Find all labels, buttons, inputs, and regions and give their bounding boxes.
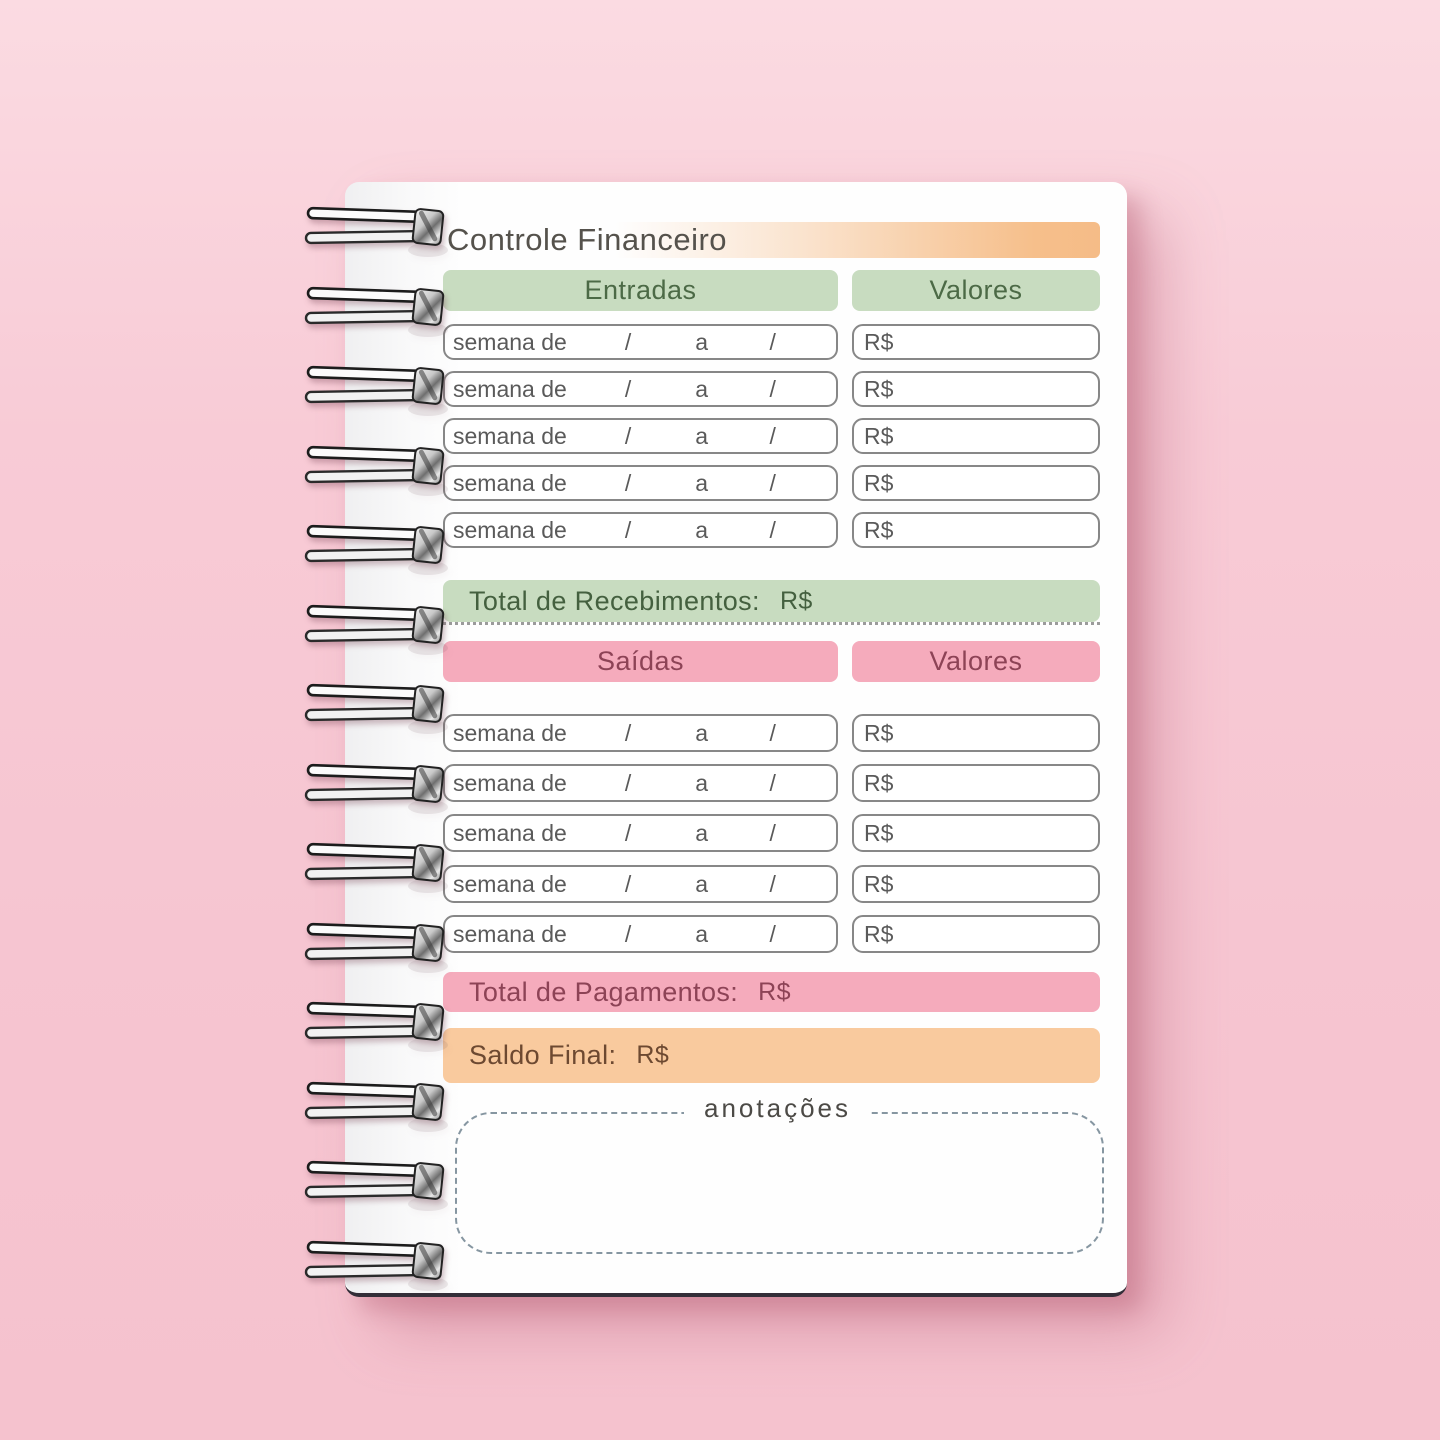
date-to: a bbox=[695, 870, 709, 897]
date-slash: / bbox=[624, 769, 632, 796]
date-slash: / bbox=[624, 870, 632, 897]
expense-amount-field[interactable]: R$ bbox=[852, 714, 1100, 752]
income-week-field[interactable]: semana de / a / bbox=[443, 324, 838, 360]
week-label: semana de bbox=[453, 516, 567, 543]
expense-total-bar: Total de Pagamentos: R$ bbox=[443, 972, 1100, 1012]
date-to: a bbox=[695, 422, 709, 449]
date-slash: / bbox=[769, 819, 776, 846]
expense-week-field[interactable]: semana de / a / bbox=[443, 814, 838, 852]
week-label: semana de bbox=[453, 719, 567, 746]
date-slash: / bbox=[624, 516, 632, 543]
date-slash: / bbox=[624, 469, 632, 496]
currency-prefix: R$ bbox=[636, 1041, 670, 1069]
final-balance-label: Saldo Final: bbox=[469, 1040, 617, 1070]
date-slash: / bbox=[769, 516, 776, 543]
income-week-field[interactable]: semana de / a / bbox=[443, 418, 838, 454]
expense-amount-field[interactable]: R$ bbox=[852, 865, 1100, 903]
currency-prefix: R$ bbox=[864, 422, 894, 449]
week-label: semana de bbox=[453, 870, 567, 897]
week-label: semana de bbox=[453, 769, 567, 796]
date-slash: / bbox=[624, 920, 632, 947]
income-total-label: Total de Recebimentos: bbox=[469, 585, 760, 616]
week-label: semana de bbox=[453, 920, 567, 947]
expense-week-field[interactable]: semana de / a / bbox=[443, 764, 838, 802]
notebook-page: Controle Financeiro Entradas Valores sem… bbox=[345, 182, 1127, 1297]
final-balance-bar: Saldo Final: R$ bbox=[443, 1028, 1100, 1083]
expense-total-label: Total de Pagamentos: bbox=[469, 976, 739, 1007]
date-slash: / bbox=[769, 769, 776, 796]
week-label: semana de bbox=[453, 375, 567, 402]
section-divider bbox=[443, 622, 1100, 625]
date-to: a bbox=[695, 375, 709, 402]
income-amount-field[interactable]: R$ bbox=[852, 371, 1100, 407]
income-amount-field[interactable]: R$ bbox=[852, 418, 1100, 454]
currency-prefix: R$ bbox=[864, 328, 894, 355]
income-amount-field[interactable]: R$ bbox=[852, 465, 1100, 501]
expense-values-header: Valores bbox=[852, 641, 1100, 682]
currency-prefix: R$ bbox=[864, 819, 894, 846]
date-slash: / bbox=[769, 328, 776, 355]
week-label: semana de bbox=[453, 819, 567, 846]
week-label: semana de bbox=[453, 328, 567, 355]
date-to: a bbox=[695, 328, 709, 355]
expense-week-field[interactable]: semana de / a / bbox=[443, 865, 838, 903]
currency-prefix: R$ bbox=[864, 719, 894, 746]
currency-prefix: R$ bbox=[864, 769, 894, 796]
income-header: Entradas bbox=[443, 270, 838, 311]
week-label: semana de bbox=[453, 422, 567, 449]
date-slash: / bbox=[769, 719, 776, 746]
week-label: semana de bbox=[453, 469, 567, 496]
date-to: a bbox=[695, 920, 709, 947]
expense-amount-field[interactable]: R$ bbox=[852, 764, 1100, 802]
date-to: a bbox=[695, 819, 709, 846]
expense-amount-field[interactable]: R$ bbox=[852, 814, 1100, 852]
expense-week-field[interactable]: semana de / a / bbox=[443, 714, 838, 752]
expense-amount-field[interactable]: R$ bbox=[852, 915, 1100, 953]
page-title: Controle Financeiro bbox=[447, 222, 728, 257]
income-week-field[interactable]: semana de / a / bbox=[443, 465, 838, 501]
title-bar: Controle Financeiro bbox=[443, 222, 1100, 258]
date-slash: / bbox=[624, 819, 632, 846]
date-to: a bbox=[695, 769, 709, 796]
income-total-bar: Total de Recebimentos: R$ bbox=[443, 580, 1100, 622]
date-slash: / bbox=[769, 469, 776, 496]
date-slash: / bbox=[769, 870, 776, 897]
date-slash: / bbox=[769, 422, 776, 449]
date-to: a bbox=[695, 719, 709, 746]
currency-prefix: R$ bbox=[779, 586, 813, 615]
currency-prefix: R$ bbox=[864, 870, 894, 897]
currency-prefix: R$ bbox=[864, 469, 894, 496]
date-slash: / bbox=[624, 422, 632, 449]
notes-box[interactable] bbox=[455, 1112, 1104, 1254]
income-week-field[interactable]: semana de / a / bbox=[443, 512, 838, 548]
income-values-header: Valores bbox=[852, 270, 1100, 311]
currency-prefix: R$ bbox=[864, 375, 894, 402]
date-to: a bbox=[695, 469, 709, 496]
expense-week-field[interactable]: semana de / a / bbox=[443, 915, 838, 953]
expense-header: Saídas bbox=[443, 641, 838, 682]
currency-prefix: R$ bbox=[864, 516, 894, 543]
date-to: a bbox=[695, 516, 709, 543]
income-amount-field[interactable]: R$ bbox=[852, 324, 1100, 360]
date-slash: / bbox=[624, 328, 632, 355]
currency-prefix: R$ bbox=[864, 920, 894, 947]
date-slash: / bbox=[624, 375, 632, 402]
currency-prefix: R$ bbox=[758, 977, 791, 1006]
date-slash: / bbox=[769, 375, 776, 402]
date-slash: / bbox=[624, 719, 632, 746]
date-slash: / bbox=[769, 920, 776, 947]
income-week-field[interactable]: semana de / a / bbox=[443, 371, 838, 407]
income-amount-field[interactable]: R$ bbox=[852, 512, 1100, 548]
